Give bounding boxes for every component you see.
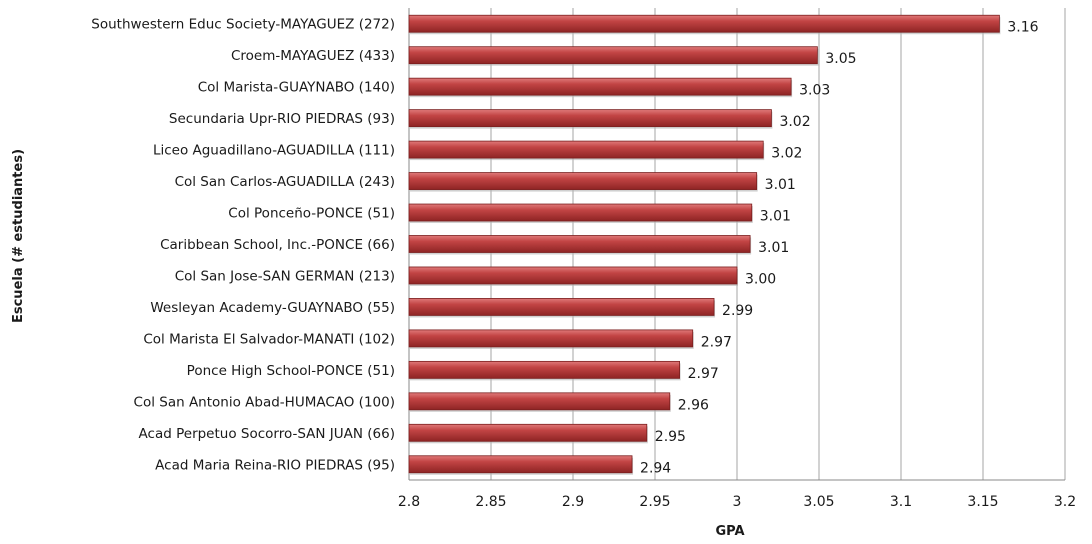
x-axis-title: GPA xyxy=(715,524,744,539)
x-tick-label: 2.8 xyxy=(398,494,420,510)
data-label: 3.16 xyxy=(1007,20,1038,36)
x-tick-label: 2.85 xyxy=(475,494,506,510)
bar xyxy=(408,455,633,474)
category-label: Secundaria Upr-RIO PIEDRAS (93) xyxy=(169,111,395,127)
bar xyxy=(408,77,792,96)
data-label: 3.01 xyxy=(760,209,791,225)
data-label: 2.95 xyxy=(655,429,686,445)
category-label: Acad Perpetuo Socorro-SAN JUAN (66) xyxy=(139,426,395,442)
data-label: 3.01 xyxy=(765,177,796,193)
x-tick-label: 3.15 xyxy=(967,494,998,510)
bar xyxy=(408,46,818,65)
bar xyxy=(408,203,753,222)
x-tick-label: 2.95 xyxy=(639,494,670,510)
category-labels: Southwestern Educ Society-MAYAGUEZ (272)… xyxy=(91,17,395,474)
bar xyxy=(408,14,1000,33)
data-label: 3.03 xyxy=(799,83,830,99)
value-labels: 3.16 3.05 3.03 3.02 3.02 3.01 3.01 3.01 3.00 2.99… xyxy=(640,20,1039,477)
data-label: 3.02 xyxy=(771,146,802,162)
category-label: Col San Carlos-AGUADILLA (243) xyxy=(175,174,395,190)
data-label: 2.97 xyxy=(701,334,732,350)
category-label: Croem-MAYAGUEZ (433) xyxy=(231,48,395,64)
bar xyxy=(408,360,681,379)
y-axis-title: Escuela (# estudiantes) xyxy=(11,149,26,323)
category-label: Col San Jose-SAN GERMAN (213) xyxy=(175,268,395,284)
bar xyxy=(408,172,758,190)
category-label: Acad Maria Reina-RIO PIEDRAS (95) xyxy=(155,457,395,473)
x-tick-label: 2.9 xyxy=(562,494,584,510)
x-tick-label: 3.05 xyxy=(803,494,834,510)
category-label: Liceo Aguadillano-AGUADILLA (111) xyxy=(153,143,395,159)
category-label: Ponce High School-PONCE (51) xyxy=(187,363,395,379)
bar xyxy=(408,140,764,159)
data-label: 3.02 xyxy=(779,114,810,130)
category-label: Col Marista-GUAYNABO (140) xyxy=(198,80,395,96)
bar xyxy=(408,109,772,128)
category-label: Col Marista El Salvador-MANATI (102) xyxy=(143,331,395,347)
x-tick-label: 3 xyxy=(733,494,742,510)
category-label: Col San Antonio Abad-HUMACAO (100) xyxy=(134,394,395,410)
category-label: Wesleyan Academy-GUAYNABO (55) xyxy=(150,300,395,316)
bar xyxy=(408,423,648,442)
data-label: 2.99 xyxy=(722,303,753,319)
data-label: 3.01 xyxy=(758,240,789,256)
bar xyxy=(408,392,671,411)
bars xyxy=(408,14,1001,475)
data-label: 2.96 xyxy=(678,397,709,413)
bar xyxy=(408,266,738,285)
category-label: Col Ponceño-PONCE (51) xyxy=(228,206,395,222)
category-label: Caribbean School, Inc.-PONCE (66) xyxy=(160,237,395,253)
category-label: Southwestern Educ Society-MAYAGUEZ (272) xyxy=(91,17,395,33)
bar xyxy=(408,235,751,253)
x-tick-labels: 2.8 2.85 2.9 2.95 3 3.05 3.1 3.15 3.2 xyxy=(398,494,1076,510)
data-label: 2.97 xyxy=(688,366,719,382)
x-tick-label: 3.1 xyxy=(890,494,912,510)
data-label: 3.00 xyxy=(745,271,776,287)
x-tick-label: 3.2 xyxy=(1054,494,1076,510)
bar xyxy=(408,329,694,348)
data-label: 2.94 xyxy=(640,460,671,476)
bar xyxy=(408,298,715,316)
data-label: 3.05 xyxy=(825,51,856,67)
